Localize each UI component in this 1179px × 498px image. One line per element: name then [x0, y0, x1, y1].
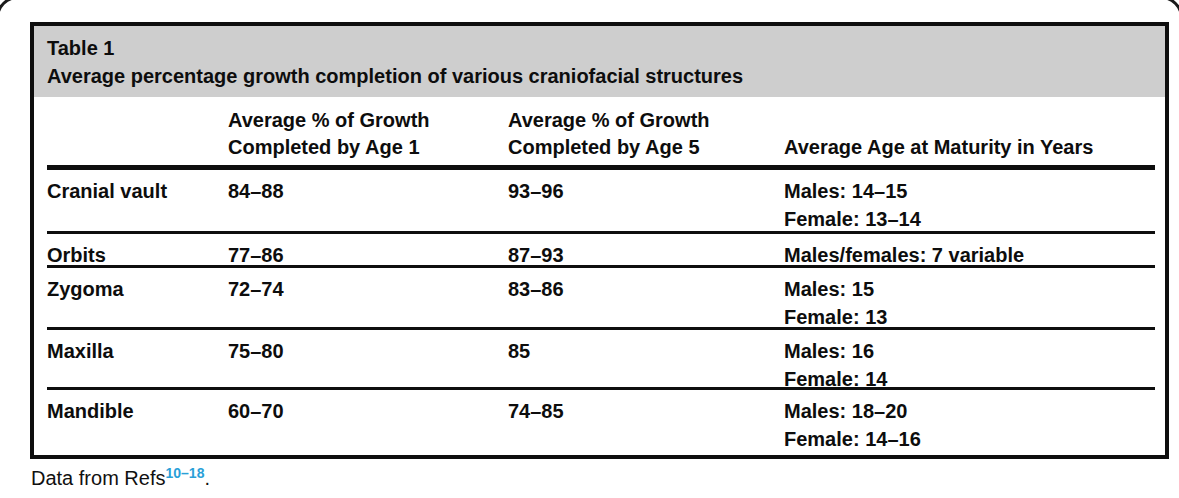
maturity-line: Males/females: 7 variable	[784, 241, 1155, 269]
table-row: Maxilla 75–80 85 Males: 16 Female: 14	[47, 330, 1155, 390]
header-age1: Average % of Growth Completed by Age 1	[228, 107, 508, 161]
table-row: Mandible 60–70 74–85 Males: 18–20 Female…	[47, 390, 1155, 451]
reference-link[interactable]: 10–18	[165, 465, 204, 481]
header-age1-line1: Average % of Growth	[228, 107, 508, 134]
age1-cell: 77–86	[228, 241, 508, 269]
age1-cell: 72–74	[228, 275, 508, 331]
maturity-line: Female: 13–14	[784, 205, 1155, 233]
structure-cell: Cranial vault	[47, 177, 228, 233]
table-row: Orbits 77–86 87–93 Males/females: 7 vari…	[47, 234, 1155, 268]
table-body: Average % of Growth Completed by Age 1 A…	[34, 97, 1165, 451]
maturity-cell: Males: 15 Female: 13	[784, 275, 1155, 331]
header-age1-line2: Completed by Age 1	[228, 134, 508, 161]
maturity-line: Males: 15	[784, 275, 1155, 303]
header-age5-line1: Average % of Growth	[508, 107, 784, 134]
table-caption: Average percentage growth completion of …	[47, 62, 1149, 90]
table-row: Cranial vault 84–88 93–96 Males: 14–15 F…	[47, 170, 1155, 234]
maturity-line: Males: 14–15	[784, 177, 1155, 205]
age1-cell: 84–88	[228, 177, 508, 233]
header-age5: Average % of Growth Completed by Age 5	[508, 107, 784, 161]
maturity-line: Males: 16	[784, 337, 1155, 365]
table-title-band: Table 1 Average percentage growth comple…	[34, 26, 1165, 97]
maturity-line: Males: 18–20	[784, 397, 1155, 425]
table-row: Zygoma 72–74 83–86 Males: 15 Female: 13	[47, 268, 1155, 330]
table-label: Table 1	[47, 34, 1149, 62]
maturity-line: Female: 14	[784, 365, 1155, 393]
structure-cell: Mandible	[47, 397, 228, 453]
age1-cell: 75–80	[228, 337, 508, 393]
structure-cell: Zygoma	[47, 275, 228, 331]
maturity-cell: Males: 18–20 Female: 14–16	[784, 397, 1155, 453]
footnote-period: .	[204, 467, 210, 489]
header-maturity: Average Age at Maturity in Years	[784, 134, 1155, 161]
table-header-row: Average % of Growth Completed by Age 1 A…	[47, 97, 1155, 170]
table-footnote: Data from Refs10–18.	[31, 466, 210, 492]
maturity-cell: Males: 14–15 Female: 13–14	[784, 177, 1155, 233]
age5-cell: 74–85	[508, 397, 784, 453]
age1-cell: 60–70	[228, 397, 508, 453]
structure-cell: Maxilla	[47, 337, 228, 393]
age5-cell: 83–86	[508, 275, 784, 331]
age5-cell: 85	[508, 337, 784, 393]
age5-cell: 87–93	[508, 241, 784, 269]
maturity-line: Female: 13	[784, 303, 1155, 331]
header-age5-line2: Completed by Age 5	[508, 134, 784, 161]
footnote-text: Data from Refs	[31, 467, 165, 489]
table-1-card: Table 1 Average percentage growth comple…	[30, 22, 1169, 459]
maturity-cell: Males/females: 7 variable	[784, 241, 1155, 269]
age5-cell: 93–96	[508, 177, 784, 233]
maturity-cell: Males: 16 Female: 14	[784, 337, 1155, 393]
structure-cell: Orbits	[47, 241, 228, 269]
maturity-line: Female: 14–16	[784, 425, 1155, 453]
